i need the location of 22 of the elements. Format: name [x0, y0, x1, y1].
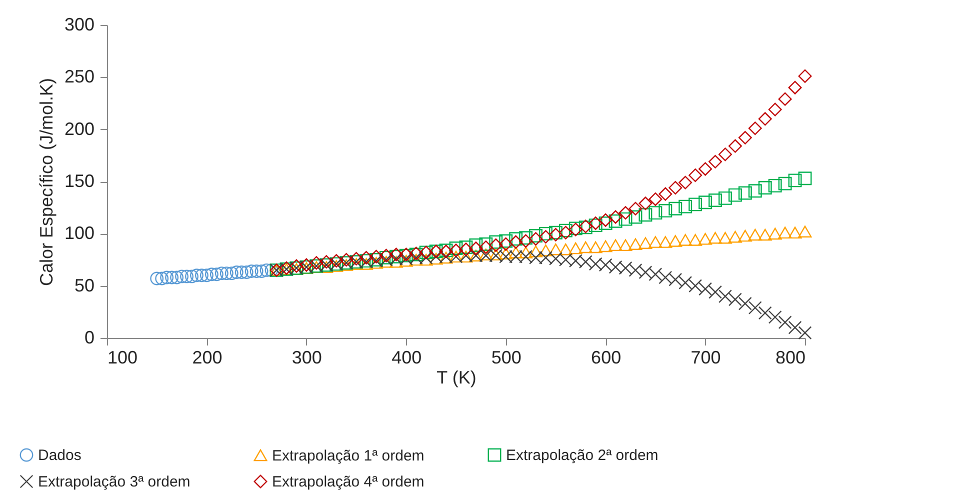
x-tick-label: 400 — [392, 348, 422, 368]
y-tick-label: 150 — [64, 171, 94, 191]
y-tick-label: 300 — [64, 14, 94, 34]
legend-label: Extrapolação 2ª ordem — [506, 446, 658, 464]
x-axis-title: T (K) — [436, 368, 476, 388]
legend-label: Dados — [38, 446, 82, 464]
y-tick-label: 250 — [64, 66, 94, 87]
y-tick-label: 200 — [64, 118, 94, 139]
y-axis-title: Calor Específico (J/mol.K) — [36, 78, 56, 286]
x-tick-label: 700 — [690, 348, 721, 368]
y-tick-label: 100 — [64, 223, 94, 244]
legend-label: Extrapolação 3ª ordem — [38, 474, 190, 490]
x-tick-label: 300 — [292, 348, 322, 368]
x-tick-label: 600 — [591, 348, 622, 368]
x-tick-label: 500 — [491, 348, 522, 368]
legend-label: Extrapolação 4ª ordem — [272, 474, 424, 490]
legend-label: Extrapolação 1ª ordem — [272, 447, 424, 464]
y-tick-label: 50 — [74, 275, 94, 296]
x-tick-label: 800 — [775, 348, 806, 368]
y-tick-label: 0 — [84, 328, 94, 348]
x-tick-label: 100 — [108, 348, 138, 368]
x-tick-label: 200 — [192, 348, 222, 368]
